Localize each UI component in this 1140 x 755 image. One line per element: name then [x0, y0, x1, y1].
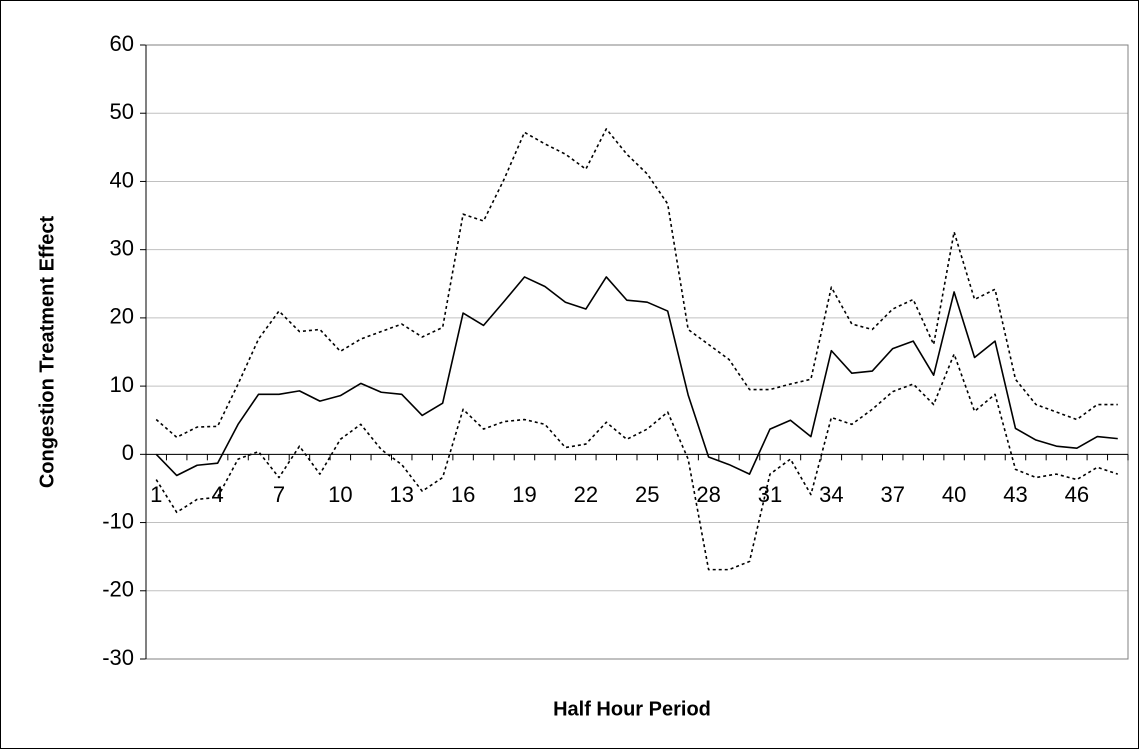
- x-tick-label: 25: [635, 482, 659, 507]
- x-tick-label: 1: [150, 482, 162, 507]
- x-tick-label: 22: [574, 482, 598, 507]
- y-tick-label: 40: [110, 167, 134, 192]
- x-tick-label: 43: [1003, 482, 1027, 507]
- x-tick-label: 19: [512, 482, 536, 507]
- y-axis-title: Congestion Treatment Effect: [36, 216, 58, 489]
- y-tick-label: 60: [110, 31, 134, 56]
- y-tick-label: -20: [102, 577, 134, 602]
- y-tick-label: 50: [110, 99, 134, 124]
- x-tick-label: 16: [451, 482, 475, 507]
- series-line: [155, 353, 1119, 571]
- x-tick-label: 4: [211, 482, 223, 507]
- x-axis-title: Half Hour Period: [553, 698, 711, 720]
- series-line: [155, 276, 1118, 477]
- y-tick-label: -10: [102, 508, 134, 533]
- y-tick-label: 30: [110, 235, 134, 260]
- x-tick-label: 28: [696, 482, 720, 507]
- x-tick-label: 37: [880, 482, 904, 507]
- y-tick-label: 0: [122, 440, 134, 465]
- x-tick-label: 13: [389, 482, 413, 507]
- x-tick-label: 46: [1065, 482, 1089, 507]
- y-tick-label: -30: [102, 645, 134, 670]
- series-line: [155, 128, 1118, 439]
- x-tick-label: 34: [819, 482, 843, 507]
- x-tick-label: 7: [273, 482, 285, 507]
- y-tick-label: 10: [110, 372, 134, 397]
- x-tick-label: 40: [942, 482, 966, 507]
- x-tick-label: 31: [758, 482, 782, 507]
- y-tick-label: 20: [110, 304, 134, 329]
- x-tick-label: 10: [328, 482, 352, 507]
